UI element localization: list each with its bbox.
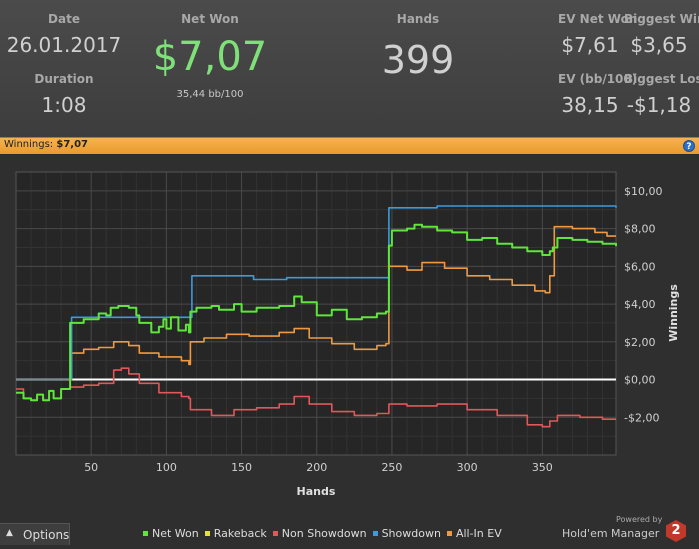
ev-bb-value: 38,15 (561, 93, 619, 117)
ev-bb-label: EV (bb/100) (558, 72, 638, 86)
winnings-bar: Winnings: $7,07 ? (0, 137, 699, 154)
chart-legend: Net Won Rakeback Non Showdown Showdown All-I… (143, 527, 508, 540)
legend-item-showdown[interactable]: Showdown (372, 527, 441, 540)
series-lines (16, 205, 617, 428)
y-tick-label: -$2,00 (624, 411, 659, 424)
biggest-win-label: Biggest Win (624, 12, 699, 26)
winnings-title-label: Winnings: (4, 139, 54, 150)
duration-value: 1:08 (41, 93, 87, 117)
legend-swatch (446, 530, 452, 536)
y-axis-label: Winnings (667, 284, 680, 342)
y-tick-label: $8,00 (624, 223, 656, 236)
series-line-all-in-ev (16, 225, 616, 381)
legend-label: Net Won (152, 527, 199, 540)
date-value: 26.01.2017 (6, 33, 122, 57)
series-line-net-won (16, 223, 617, 402)
legend-item-net-won[interactable]: Net Won (143, 527, 199, 540)
legend-label: Rakeback (213, 527, 267, 540)
bb-per-100: 35,44 bb/100 (176, 89, 244, 100)
legend-swatch (372, 530, 378, 536)
series-line-showdown (16, 205, 617, 381)
session-stats-panel: Date 26.01.2017 Duration 1:08 Net Won $7… (0, 0, 699, 137)
x-tick-label: 100 (156, 461, 177, 474)
x-tick-label: 350 (532, 461, 553, 474)
ev-net-won-label: EV Net Won (558, 12, 638, 26)
y-tick-label: $6,00 (624, 260, 656, 273)
plot-frame (15, 171, 617, 456)
winnings-title: Winnings: $7,07 (4, 139, 88, 150)
y-tick-label: $0,00 (624, 374, 656, 387)
hm2-logo-icon: 2 (666, 520, 686, 542)
legend-item-rakeback[interactable]: Rakeback (204, 527, 267, 540)
hands-label: Hands (396, 12, 440, 26)
ev-net-won-value: $7,61 (561, 33, 619, 57)
y-tick-label: $10,00 (624, 185, 663, 198)
legend-label: Showdown (381, 527, 441, 540)
x-tick-labels: 50 100 150 200 250 300 350 (84, 461, 553, 474)
legend-item-non-showdown[interactable]: Non Showdown (272, 527, 367, 540)
biggest-loss-label: Biggest Loss (624, 72, 699, 86)
brand: Powered by Hold'em Manager 2 (562, 515, 692, 545)
net-won-label: Net Won (181, 12, 239, 26)
legend-swatch (272, 530, 278, 536)
x-tick-label: 150 (231, 461, 252, 474)
y-tick-labels: -$2,00 $0,00 $2,00 $4,00 $6,00 $8,00 $10,00 (624, 185, 663, 424)
options-label: Options (23, 528, 70, 542)
hands-value: 399 (381, 38, 455, 82)
chart-area: 50 100 150 200 250 300 350 -$2,00 $0,00 $2,00 $4,… (0, 155, 699, 549)
options-button[interactable]: ▲ Options (0, 523, 70, 545)
powered-by-text: Powered by (616, 515, 663, 524)
y-tick-label: $4,00 (624, 298, 656, 311)
legend-label: All-In EV (455, 527, 502, 540)
winnings-chart: 50 100 150 200 250 300 350 -$2,00 $0,00 $2,00 $4,… (15, 171, 680, 498)
date-label: Date (48, 12, 80, 26)
x-tick-label: 300 (457, 461, 478, 474)
brand-name: Hold'em Manager (562, 527, 660, 540)
winnings-title-value: $7,07 (56, 139, 88, 150)
x-tick-label: 200 (306, 461, 327, 474)
legend-swatch (204, 530, 210, 536)
chevron-up-icon: ▲ (6, 528, 13, 538)
x-tick-label: 250 (381, 461, 402, 474)
duration-label: Duration (34, 72, 94, 86)
y-tick-label: $2,00 (624, 336, 656, 349)
biggest-win-value: $3,65 (630, 33, 688, 57)
x-axis-label: Hands (297, 485, 336, 498)
legend-swatch (143, 530, 148, 536)
biggest-loss-value: -$1,18 (626, 93, 692, 117)
help-icon[interactable]: ? (683, 140, 695, 152)
net-won-value: $7,07 (152, 34, 268, 80)
legend-label: Non Showdown (281, 527, 367, 540)
legend-item-all-in-ev[interactable]: All-In EV (446, 527, 502, 540)
x-tick-label: 50 (84, 461, 98, 474)
